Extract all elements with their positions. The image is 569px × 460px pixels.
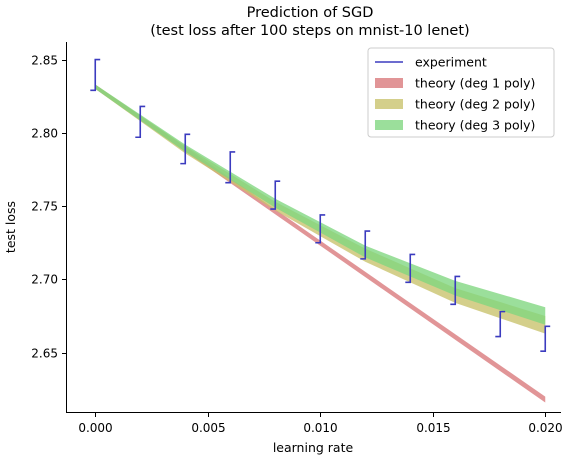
experiment-point — [540, 325, 551, 352]
x-tick-label: 0.005 — [191, 421, 225, 435]
x-tick-label: 0.020 — [528, 421, 562, 435]
legend: experiment theory (deg 1 poly) theory (deg… — [367, 47, 555, 138]
y-tick-label: 2.80 — [31, 127, 58, 141]
plot-area — [90, 58, 551, 403]
experiment-point — [270, 180, 281, 210]
legend-label: theory (deg 1 poly) — [415, 76, 535, 91]
legend-label: theory (deg 3 poly) — [415, 118, 535, 133]
experiment-point — [180, 133, 191, 165]
experiment-point — [225, 151, 236, 184]
y-axis-label: test loss — [3, 201, 18, 253]
experiment-point — [135, 105, 146, 139]
experiment-point — [360, 230, 371, 260]
experiment-point — [315, 214, 326, 244]
x-tick-label: 0.010 — [303, 421, 337, 435]
legend-frame — [367, 47, 555, 138]
y-tick-label: 2.70 — [31, 273, 58, 287]
legend-swatch — [375, 99, 403, 109]
legend-swatch — [375, 120, 403, 130]
y-tick-label: 2.65 — [31, 347, 58, 361]
experiment-point — [405, 253, 416, 284]
experiment-point — [90, 58, 101, 92]
legend-swatch — [375, 78, 403, 88]
chart-subtitle: (test loss after 100 steps on mnist-10 l… — [150, 23, 469, 39]
legend-label: experiment — [415, 55, 487, 70]
x-tick-label: 0.000 — [78, 421, 112, 435]
y-tick-label: 2.85 — [31, 54, 58, 68]
y-ticks: 2.65 2.70 2.75 2.80 2.85 — [31, 54, 67, 361]
chart-title: Prediction of SGD — [247, 5, 374, 21]
x-axis-label: learning rate — [273, 440, 354, 455]
experiment-point — [495, 310, 506, 338]
experiment-steps — [90, 58, 551, 352]
experiment-point — [450, 275, 461, 306]
band-theory-deg-3-poly — [95, 84, 546, 325]
axes: 0.000 0.005 0.010 0.015 0.020 2.652.702.752.… — [31, 42, 563, 435]
x-tick-label: 0.015 — [416, 421, 450, 435]
y-tick-label: 2.75 — [31, 200, 58, 214]
legend-label: theory (deg 2 poly) — [415, 97, 535, 112]
x-ticks: 0.000 0.005 0.010 0.015 0.020 — [78, 412, 563, 435]
